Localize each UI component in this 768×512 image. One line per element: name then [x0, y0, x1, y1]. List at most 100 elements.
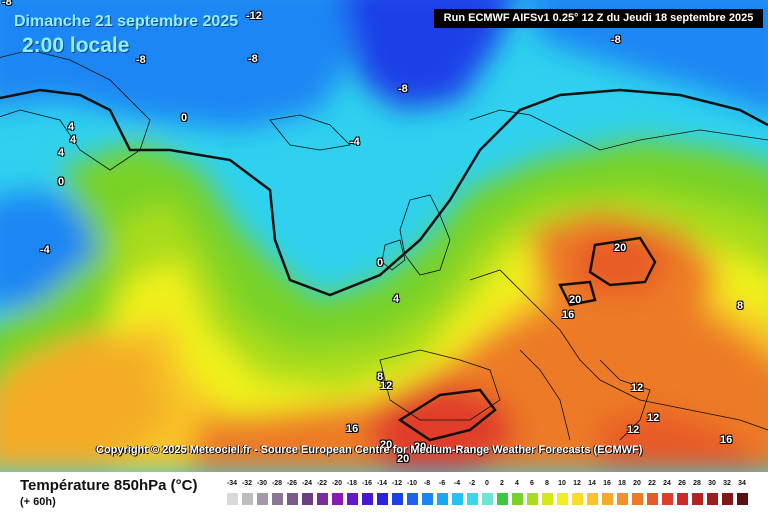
contour-label: -8 — [248, 53, 258, 65]
scale-tick-label: 10 — [558, 480, 566, 487]
forecast-date: Dimanche 21 septembre 2025 — [14, 13, 239, 30]
contour-label: 12 — [380, 380, 393, 392]
isotherms-bold — [0, 88, 768, 442]
scale-color-swatch — [632, 493, 643, 505]
scale-tick-label: 12 — [573, 480, 581, 487]
scale-color-swatch — [467, 493, 478, 505]
scale-tick-label: 26 — [678, 480, 686, 487]
scale-color-swatch — [557, 493, 568, 505]
scale-color-swatch — [452, 493, 463, 505]
scale-tick-label: -10 — [406, 480, 418, 487]
scale-color-swatch — [227, 493, 238, 505]
scale-color-swatch — [677, 493, 688, 505]
contour-label: 4 — [393, 293, 400, 305]
model-run-label: Run ECMWF AIFSv1 0.25° 12 Z du Jeudi 18 … — [434, 9, 763, 28]
scale-tick-label: 8 — [545, 480, 549, 487]
scale-tick-label: 14 — [588, 480, 596, 487]
scale-color-swatch — [587, 493, 598, 505]
contour-label: 20 — [614, 242, 627, 254]
scale-color-swatch — [692, 493, 703, 505]
coastlines — [0, 49, 768, 441]
contour-label: 16 — [346, 423, 359, 435]
temperature-field — [0, 0, 768, 472]
contour-label: -12 — [246, 10, 262, 22]
scale-color-swatch — [617, 493, 628, 505]
color-scale: -34 -32 -30 -28 -26 -24 -22 -20 -18 -16 -14 -12 -10-… — [226, 476, 754, 510]
scale-tick-label: 2 — [500, 480, 504, 487]
scale-color-swatch — [422, 493, 433, 505]
contour-label: -8 — [2, 0, 12, 8]
scale-tick-label: -18 — [346, 480, 358, 487]
contour-label: 20 — [414, 441, 427, 453]
scale-tick-label: -34 — [226, 480, 238, 487]
scale-tick-label: 0 — [485, 480, 489, 487]
scale-tick-label: -28 — [271, 480, 283, 487]
scale-color-swatch — [662, 493, 673, 505]
contour-label: 4 — [58, 147, 65, 159]
scale-color-swatch — [257, 493, 268, 505]
contour-label: -4 — [40, 244, 50, 256]
parameter-title: Température 850hPa (°C) — [20, 477, 198, 494]
contour-label: 0 — [377, 257, 384, 269]
contour-label: 20 — [397, 453, 410, 465]
contour-label: 0 — [58, 176, 65, 188]
scale-color-swatch — [497, 493, 508, 505]
scale-color-swatch — [362, 493, 373, 505]
scale-tick-label: -4 — [453, 480, 461, 487]
scale-tick-label: 18 — [618, 480, 626, 487]
scale-tick-label: 30 — [708, 480, 716, 487]
legend-bar: Température 850hPa (°C) (+ 60h) -34 -32 -3… — [0, 472, 768, 512]
contour-label: -8 — [398, 83, 408, 95]
scale-color-swatch — [377, 493, 388, 505]
contour-label: 4 — [68, 121, 75, 133]
lead-time: (+ 60h) — [20, 496, 56, 508]
scale-color-swatch — [542, 493, 553, 505]
scale-tick-label: 32 — [723, 480, 731, 487]
scale-color-swatch — [512, 493, 523, 505]
scale-tick-label: 24 — [663, 480, 671, 487]
contour-label: 20 — [569, 294, 582, 306]
scale-color-swatch — [602, 493, 613, 505]
contour-label: 20 — [380, 439, 393, 451]
scale-tick-label: -32 — [241, 480, 253, 487]
scale-color-swatch — [572, 493, 583, 505]
scale-tick-label: -6 — [438, 480, 446, 487]
scale-color-swatch — [302, 493, 313, 505]
scale-color-swatch — [317, 493, 328, 505]
scale-color-swatch — [332, 493, 343, 505]
scale-color-swatch — [722, 493, 733, 505]
temperature-map — [0, 0, 768, 472]
contour-label: -8 — [136, 54, 146, 66]
contour-label: 4 — [70, 134, 77, 146]
scale-tick-label: -24 — [301, 480, 313, 487]
scale-tick-label: 20 — [633, 480, 641, 487]
contour-label: 12 — [631, 382, 644, 394]
scale-color-swatch — [347, 493, 358, 505]
scale-tick-label: -26 — [286, 480, 298, 487]
scale-color-swatch — [287, 493, 298, 505]
scale-color-swatch — [392, 493, 403, 505]
copyright-notice: Copyright © 2025 Meteociel.fr - Source E… — [96, 444, 643, 456]
scale-color-swatch — [272, 493, 283, 505]
scale-color-swatch — [707, 493, 718, 505]
contour-label: -8 — [611, 34, 621, 46]
contour-label: 8 — [377, 371, 384, 383]
scale-color-swatch — [407, 493, 418, 505]
scale-color-swatch — [737, 493, 748, 505]
scale-tick-label: 22 — [648, 480, 656, 487]
scale-color-swatch — [647, 493, 658, 505]
contour-label: 16 — [720, 434, 733, 446]
scale-tick-label: -8 — [423, 480, 431, 487]
scale-tick-label: -22 — [316, 480, 328, 487]
forecast-time: 2:00 locale — [22, 34, 130, 57]
contour-label: 12 — [647, 412, 660, 424]
scale-color-swatch — [437, 493, 448, 505]
contour-label: 0 — [181, 112, 188, 124]
scale-color-swatch — [242, 493, 253, 505]
scale-color-swatch — [482, 493, 493, 505]
scale-color-swatch — [527, 493, 538, 505]
scale-tick-label: -30 — [256, 480, 268, 487]
scale-tick-label: 16 — [603, 480, 611, 487]
scale-tick-label: -12 — [391, 480, 403, 487]
